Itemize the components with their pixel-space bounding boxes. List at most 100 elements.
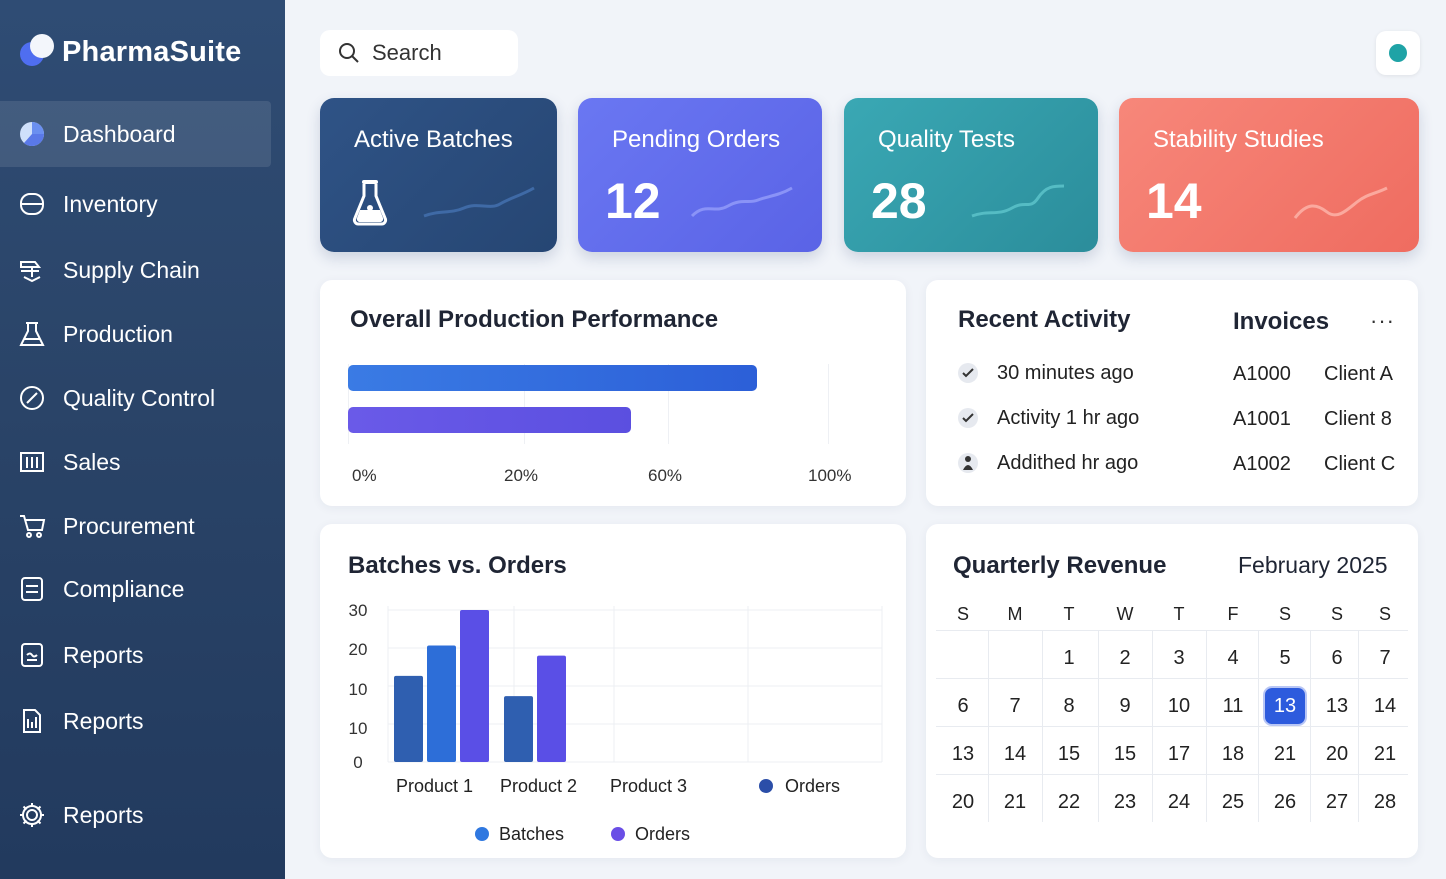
invoice-id: A1001	[1233, 407, 1291, 430]
weekday-label: S	[1378, 603, 1391, 624]
calendar-column-divider	[1358, 630, 1359, 822]
calendar-day-selected[interactable]: 13	[1258, 682, 1312, 730]
sidebar-item-label: Inventory	[63, 190, 158, 217]
calendar-day[interactable]: 7	[1379, 646, 1391, 669]
weekday-label: M	[1007, 603, 1023, 624]
legend-label: Orders	[785, 776, 840, 796]
sidebar-item-supply-chain[interactable]: Supply Chain	[0, 237, 271, 303]
calendar-day[interactable]: 21	[1373, 742, 1397, 765]
calendar-day[interactable]: 10	[1167, 694, 1191, 717]
sidebar-item-dashboard[interactable]: Dashboard	[0, 101, 271, 167]
calendar-day[interactable]: 15	[1113, 742, 1137, 765]
calendar-day[interactable]: 8	[1063, 694, 1075, 717]
stat-title: Pending Orders	[612, 126, 781, 153]
performance-bar	[348, 407, 631, 433]
calendar-day[interactable]: 20	[1325, 742, 1349, 765]
invoice-row[interactable]: A1001 Client 8	[1233, 404, 1392, 434]
calendar-day[interactable]: 27	[1325, 790, 1349, 813]
calendar-day[interactable]: 9	[1119, 694, 1131, 717]
calendar-day[interactable]: 25	[1221, 790, 1245, 813]
calendar-column-divider	[1042, 630, 1043, 822]
sidebar-item-procurement[interactable]: Procurement	[0, 493, 271, 559]
calendar-day[interactable]: 3	[1173, 646, 1185, 669]
stat-card-stability-studies[interactable]: Stability Studies 14	[1119, 98, 1419, 252]
search-input[interactable]	[370, 39, 514, 67]
calendar-day[interactable]: 26	[1273, 790, 1297, 813]
chart-bar	[537, 655, 566, 762]
calendar-day[interactable]: 23	[1113, 790, 1137, 813]
calendar-day[interactable]: 24	[1167, 790, 1191, 813]
stat-value: 14	[1146, 173, 1202, 229]
calendar-day[interactable]: 7	[1009, 694, 1021, 717]
activity-item[interactable]: Activity 1 hr ago	[958, 403, 1139, 433]
stat-title: Active Batches	[354, 126, 513, 153]
invoice-row[interactable]: A1000 Client A	[1233, 359, 1393, 389]
search-box[interactable]	[320, 30, 518, 76]
calendar-row-divider	[936, 774, 1408, 775]
stat-title: Quality Tests	[878, 126, 1015, 153]
calendar-day[interactable]: 13	[951, 742, 975, 765]
calendar-day[interactable]: 20	[951, 790, 975, 813]
calendar-day[interactable]: 2	[1119, 646, 1131, 669]
invoice-row[interactable]: A1002 Client C	[1233, 449, 1395, 479]
calendar-day[interactable]: 14	[1373, 694, 1397, 717]
calendar-day[interactable]: 6	[1331, 646, 1343, 669]
calendar-day[interactable]: 6	[957, 694, 969, 717]
check-icon	[958, 408, 978, 428]
sidebar-item-compliance[interactable]: Compliance	[0, 556, 271, 622]
sidebar-item-production[interactable]: Production	[0, 301, 271, 367]
legend-label: Batches	[499, 824, 564, 844]
sidebar-item-quality-control[interactable]: Quality Control	[0, 365, 271, 431]
y-tick-label: 0	[353, 753, 362, 772]
stat-title: Stability Studies	[1153, 126, 1324, 153]
calendar-day[interactable]: 1	[1063, 646, 1075, 669]
sidebar-item-reports[interactable]: Reports	[0, 688, 271, 754]
chart-bar	[427, 645, 456, 762]
app-name: PharmaSuite	[62, 35, 242, 68]
calendar-day[interactable]: 21	[1003, 790, 1027, 813]
calendar-day[interactable]: 21	[1273, 742, 1297, 765]
brand[interactable]: PharmaSuite	[18, 30, 242, 74]
calendar-day[interactable]: 15	[1057, 742, 1081, 765]
calendar-day[interactable]: 17	[1167, 742, 1191, 765]
columns-icon	[18, 448, 46, 476]
stat-card-pending-orders[interactable]: Pending Orders 12	[578, 98, 822, 252]
cylinder-icon	[18, 190, 46, 218]
calendar-day[interactable]: 13	[1325, 694, 1349, 717]
calendar-column-divider	[1206, 630, 1207, 822]
calendar-row-divider	[936, 678, 1408, 679]
sidebar-item-reports[interactable]: Reports	[0, 622, 271, 688]
more-options-button[interactable]: ···	[1370, 308, 1395, 333]
calendar-day[interactable]: 4	[1227, 646, 1239, 669]
calendar-day[interactable]: 5	[1279, 646, 1291, 669]
sidebar-item-reports[interactable]: Reports	[0, 782, 271, 848]
calendar-day[interactable]: 11	[1222, 694, 1244, 717]
panel-title: Quarterly Revenue	[953, 552, 1167, 579]
check-icon	[958, 363, 978, 383]
calendar-month-label[interactable]: February 2025	[1238, 552, 1388, 578]
weekday-label: S	[1278, 603, 1291, 624]
performance-bar	[348, 365, 757, 391]
legend-label: Orders	[635, 824, 690, 844]
user-icon	[958, 453, 978, 473]
production-performance-panel: Overall Production Performance 0% 20% 60…	[320, 280, 906, 506]
calendar-day[interactable]: 14	[1003, 742, 1027, 765]
stat-card-active-batches[interactable]: Active Batches	[320, 98, 557, 252]
calendar-day[interactable]: 22	[1057, 790, 1081, 813]
y-tick-label: 10	[349, 680, 368, 699]
calendar-day[interactable]: 18	[1221, 742, 1245, 765]
calendar-column-divider	[1098, 630, 1099, 822]
calendar-column-divider	[1152, 630, 1153, 822]
sidebar-item-label: Production	[63, 320, 173, 347]
status-indicator-button[interactable]	[1376, 31, 1420, 75]
stat-card-quality-tests[interactable]: Quality Tests 28	[844, 98, 1098, 252]
calendar-column-divider	[1310, 630, 1311, 822]
stat-value: 12	[605, 173, 661, 229]
activity-item[interactable]: Addithed hr ago	[958, 448, 1138, 478]
sidebar-item-label: Quality Control	[63, 384, 216, 411]
sidebar-item-inventory[interactable]: Inventory	[0, 171, 271, 237]
sidebar-item-sales[interactable]: Sales	[0, 429, 271, 495]
calendar-day[interactable]: 28	[1373, 790, 1397, 813]
weekday-label: F	[1227, 603, 1239, 624]
activity-item[interactable]: 30 minutes ago	[958, 358, 1134, 388]
